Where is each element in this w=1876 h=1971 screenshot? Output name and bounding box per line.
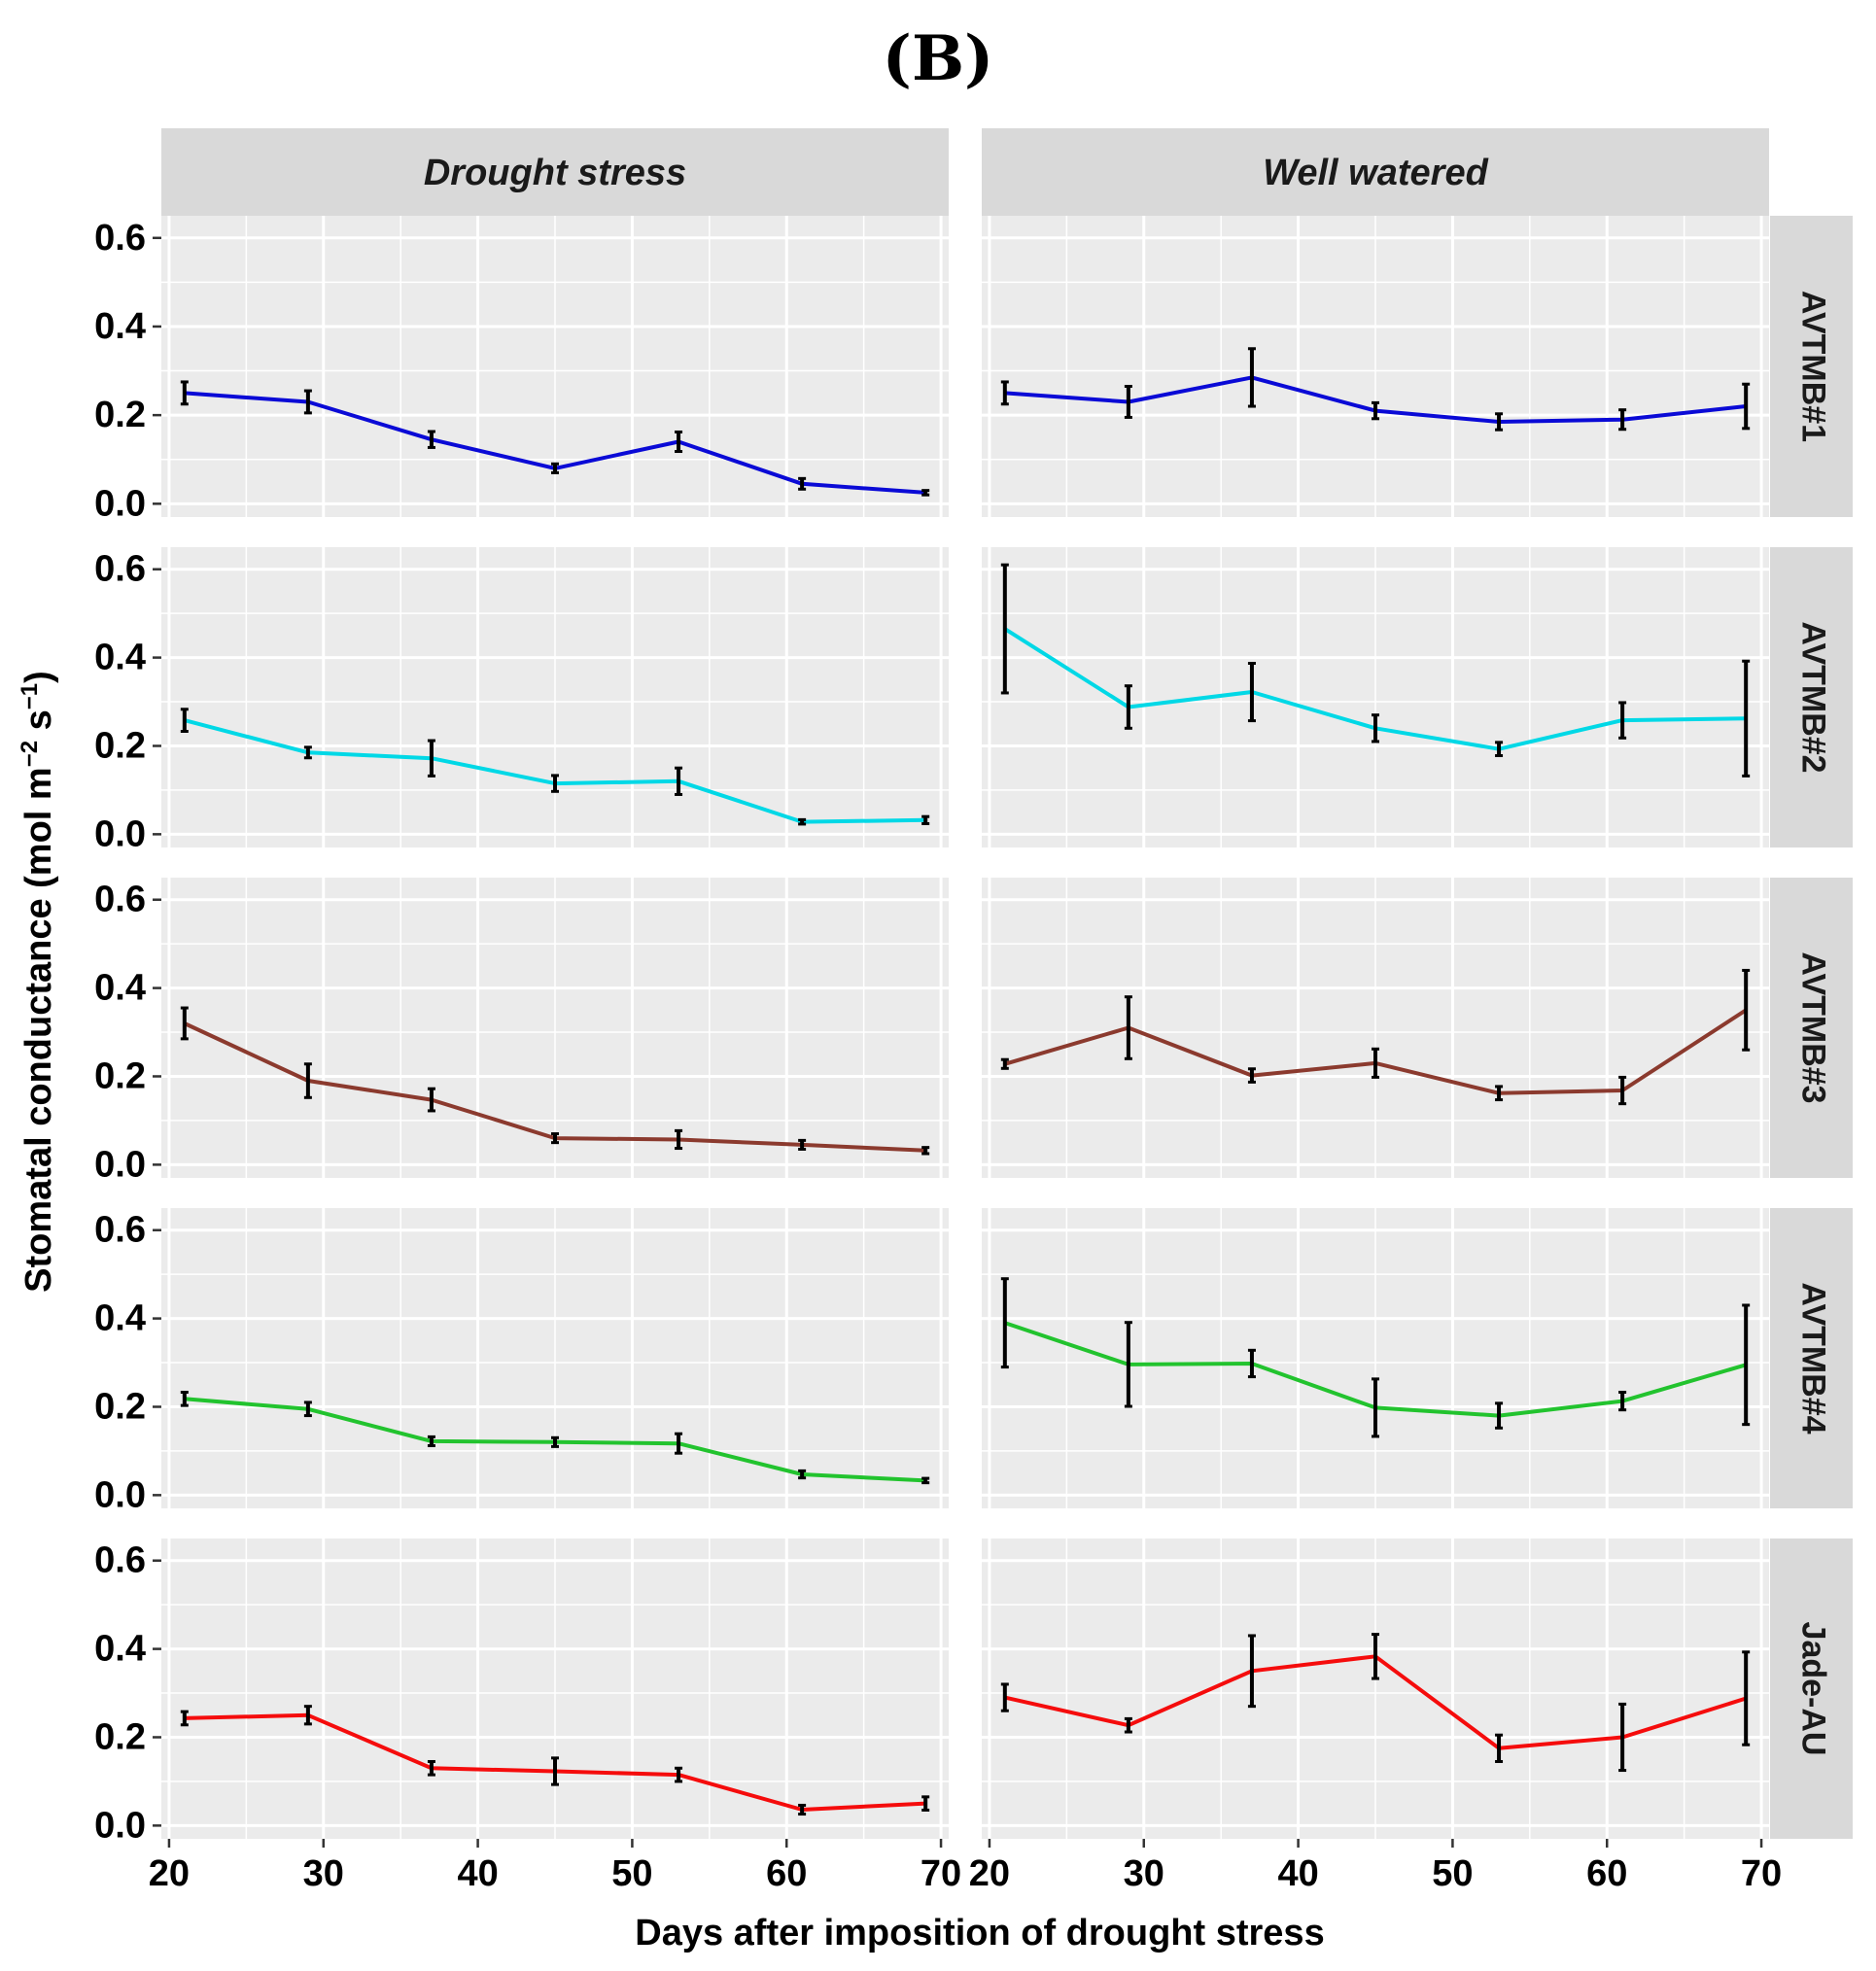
- panel-label: (B): [883, 22, 994, 95]
- x-tick-label: 30: [1124, 1853, 1164, 1894]
- facet-strip-top-label: Drought stress: [424, 153, 686, 193]
- y-tick-label: 0.6: [94, 880, 146, 920]
- y-axis-title-sup1: −2: [17, 741, 43, 767]
- x-tick-label: 40: [457, 1853, 498, 1894]
- x-tick-label: 60: [766, 1853, 807, 1894]
- facet-grid: Drought stress Well watered AVTMB#1 AVTMB#2…: [94, 128, 1853, 1894]
- y-tick-label: 0.2: [94, 725, 146, 766]
- x-tick-label: 70: [921, 1853, 961, 1894]
- y-tick-label: 0.6: [94, 1540, 146, 1581]
- y-axis-title-sup2: −1: [17, 683, 43, 709]
- facet-strip-right-label: Jade-AU: [1795, 1622, 1832, 1756]
- y-tick-label: 0.4: [94, 306, 146, 347]
- facet-strip-right: [1770, 1539, 1853, 1839]
- y-tick-label: 0.0: [94, 1474, 146, 1515]
- x-tick-label: 70: [1741, 1853, 1782, 1894]
- x-tick-label: 20: [149, 1853, 190, 1894]
- x-tick-label: 50: [611, 1853, 652, 1894]
- y-tick-label: 0.2: [94, 1386, 146, 1427]
- y-tick-label: 0.0: [94, 1144, 146, 1185]
- y-tick-label: 0.4: [94, 638, 146, 678]
- x-tick-label: 50: [1432, 1853, 1473, 1894]
- y-axis-title-main: Stomatal conductance (mol m: [18, 767, 59, 1293]
- y-tick-label: 0.2: [94, 395, 146, 435]
- y-tick-label: 0.4: [94, 968, 146, 1009]
- y-tick-label: 0.0: [94, 813, 146, 854]
- facet-strip-top: [982, 128, 1769, 216]
- y-tick-label: 0.6: [94, 218, 146, 259]
- y-tick-label: 0.6: [94, 1210, 146, 1251]
- y-axis-title-end: ): [18, 671, 59, 683]
- y-tick-label: 0.0: [94, 483, 146, 524]
- x-tick-label: 60: [1586, 1853, 1627, 1894]
- facet-strip-right-label: AVTMB#1: [1795, 291, 1832, 442]
- y-tick-label: 0.2: [94, 1716, 146, 1757]
- y-tick-label: 0.4: [94, 1298, 146, 1339]
- x-axis-title: Days after imposition of drought stress: [635, 1913, 1324, 1954]
- y-tick-label: 0.4: [94, 1629, 146, 1670]
- y-tick-label: 0.0: [94, 1805, 146, 1846]
- facet-strip-top-label: Well watered: [1263, 153, 1488, 193]
- y-tick-label: 0.6: [94, 549, 146, 590]
- facet-strip-top: [161, 128, 949, 216]
- facet-strip-right: [1770, 878, 1853, 1178]
- x-tick-label: 30: [303, 1853, 344, 1894]
- facet-strip-right-label: AVTMB#4: [1795, 1282, 1832, 1434]
- x-tick-label: 40: [1277, 1853, 1318, 1894]
- y-tick-label: 0.2: [94, 1055, 146, 1096]
- facet-strip-right-label: AVTMB#3: [1795, 951, 1832, 1103]
- facet-strip-right-label: AVTMB#2: [1795, 621, 1832, 773]
- y-axis-title-mid: s: [18, 709, 59, 741]
- facet-strip-right: [1770, 1208, 1853, 1508]
- facet-strip-right: [1770, 216, 1853, 517]
- x-tick-label: 20: [969, 1853, 1010, 1894]
- facet-strip-right: [1770, 547, 1853, 847]
- y-axis-title: Stomatal conductance (mol m−2 s−1): [17, 671, 59, 1293]
